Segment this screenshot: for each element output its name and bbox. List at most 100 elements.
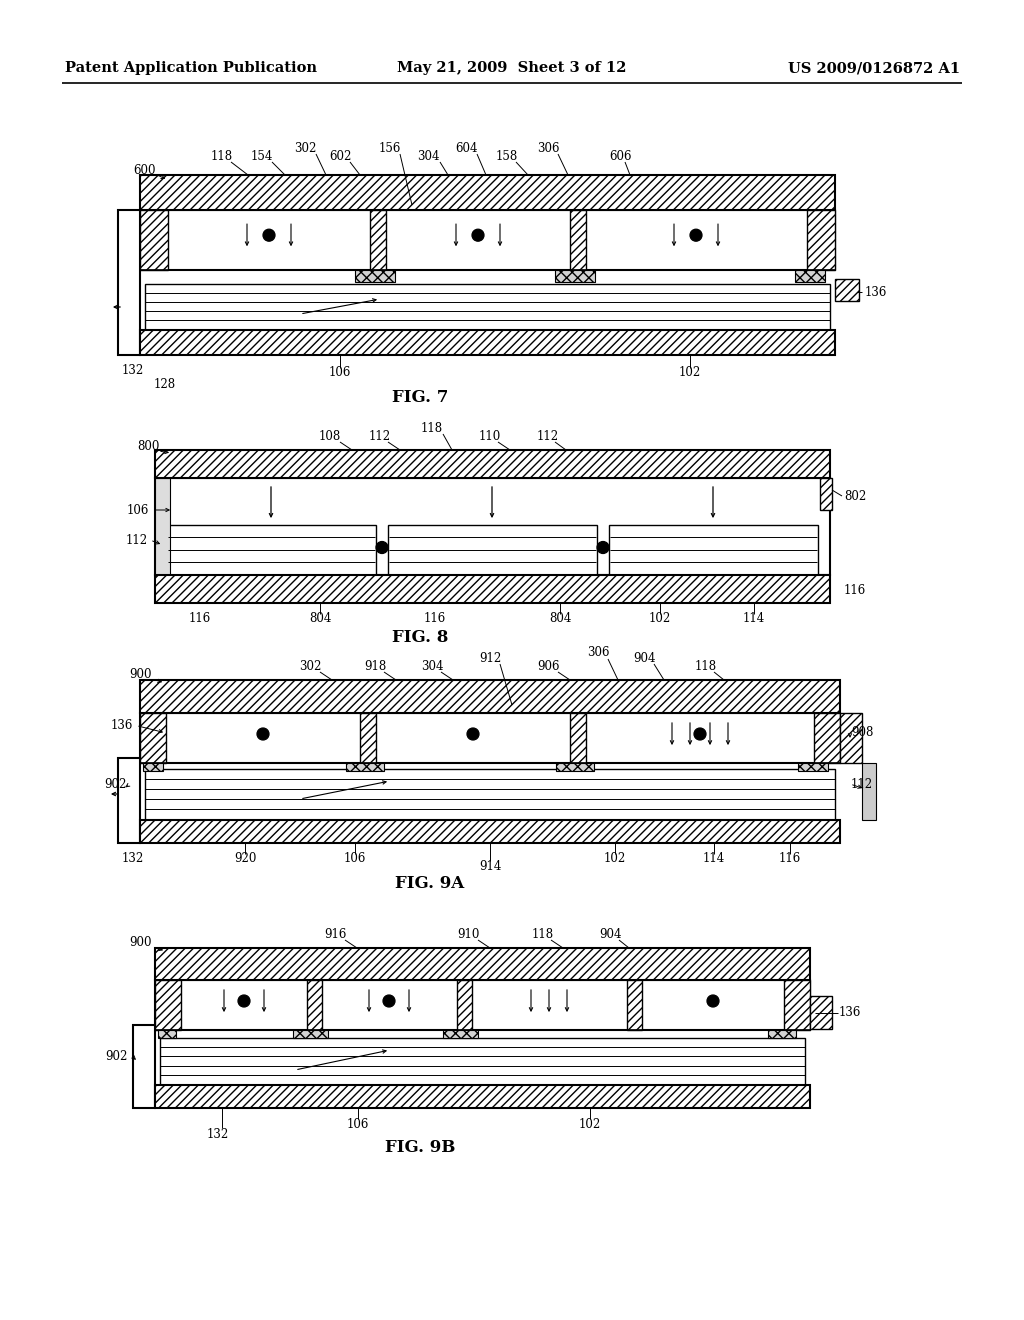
Text: 112: 112: [369, 430, 391, 444]
Text: 118: 118: [211, 150, 233, 164]
Text: 136: 136: [111, 719, 133, 733]
Bar: [158, 1030, 176, 1038]
Text: 154: 154: [251, 150, 273, 164]
Text: 302: 302: [299, 660, 322, 673]
Bar: [293, 1030, 328, 1038]
Text: 118: 118: [531, 928, 554, 941]
Bar: [556, 763, 594, 771]
Text: 804: 804: [549, 612, 571, 626]
Text: 110: 110: [479, 430, 501, 444]
Bar: [155, 948, 810, 979]
Bar: [167, 525, 376, 576]
Bar: [355, 271, 395, 282]
Bar: [862, 763, 876, 820]
Text: 136: 136: [839, 1006, 861, 1019]
Text: 910: 910: [457, 928, 479, 941]
Circle shape: [383, 995, 395, 1007]
Bar: [457, 979, 472, 1030]
Bar: [140, 680, 840, 713]
Bar: [835, 279, 859, 301]
Circle shape: [467, 729, 479, 741]
Circle shape: [263, 230, 275, 242]
Text: 904: 904: [633, 652, 655, 665]
Text: 802: 802: [844, 490, 866, 503]
Text: 156: 156: [379, 141, 401, 154]
Bar: [140, 176, 835, 210]
Bar: [140, 713, 840, 763]
Text: 116: 116: [779, 853, 801, 866]
Bar: [140, 210, 835, 271]
Bar: [388, 525, 597, 576]
Text: 306: 306: [537, 141, 559, 154]
Bar: [140, 713, 166, 763]
Bar: [795, 271, 825, 282]
Text: FIG. 9B: FIG. 9B: [385, 1139, 456, 1156]
Bar: [143, 763, 163, 771]
Bar: [820, 478, 831, 510]
Text: 118: 118: [421, 422, 443, 436]
Bar: [155, 979, 181, 1030]
Bar: [155, 478, 170, 576]
Text: 804: 804: [309, 612, 331, 626]
Text: 920: 920: [233, 853, 256, 866]
Bar: [768, 1030, 796, 1038]
Text: FIG. 7: FIG. 7: [392, 388, 449, 405]
Circle shape: [707, 995, 719, 1007]
Bar: [370, 210, 386, 271]
Text: 118: 118: [695, 660, 717, 673]
Text: 302: 302: [294, 141, 316, 154]
Text: 906: 906: [537, 660, 559, 673]
Text: 132: 132: [207, 1127, 229, 1140]
Text: 132: 132: [122, 853, 144, 866]
Bar: [140, 820, 840, 843]
Text: 136: 136: [865, 285, 887, 298]
Text: 116: 116: [424, 612, 446, 626]
Text: 112: 112: [126, 533, 148, 546]
Text: 116: 116: [188, 612, 211, 626]
Bar: [307, 979, 322, 1030]
Text: 106: 106: [344, 853, 367, 866]
Text: 102: 102: [579, 1118, 601, 1130]
Bar: [155, 979, 810, 1030]
Bar: [145, 284, 830, 330]
Text: 900: 900: [129, 936, 152, 949]
Text: 914: 914: [479, 861, 501, 874]
Bar: [346, 763, 384, 771]
Text: 114: 114: [702, 853, 725, 866]
Text: 904: 904: [599, 928, 622, 941]
Text: 306: 306: [587, 647, 609, 660]
Text: 106: 106: [127, 503, 150, 516]
Bar: [118, 210, 140, 355]
Circle shape: [257, 729, 269, 741]
Bar: [443, 1030, 478, 1038]
Bar: [840, 713, 862, 763]
Bar: [814, 713, 840, 763]
Circle shape: [472, 230, 484, 242]
Text: 918: 918: [364, 660, 386, 673]
Circle shape: [690, 230, 702, 242]
Bar: [140, 210, 168, 271]
Bar: [798, 763, 828, 771]
Text: Patent Application Publication: Patent Application Publication: [65, 61, 317, 75]
Text: 902: 902: [103, 777, 126, 791]
Text: 128: 128: [154, 379, 176, 392]
Text: FIG. 9A: FIG. 9A: [395, 874, 465, 891]
Bar: [570, 210, 586, 271]
Bar: [555, 271, 595, 282]
Circle shape: [238, 995, 250, 1007]
Bar: [133, 1026, 155, 1107]
Text: 908: 908: [851, 726, 873, 739]
Bar: [160, 1038, 805, 1085]
Text: 912: 912: [479, 652, 501, 665]
Text: 800: 800: [137, 441, 159, 454]
Text: 916: 916: [324, 928, 346, 941]
Text: 606: 606: [608, 150, 631, 164]
Text: 102: 102: [649, 612, 671, 626]
Bar: [810, 997, 831, 1030]
Text: FIG. 8: FIG. 8: [392, 628, 449, 645]
Bar: [155, 576, 830, 603]
Text: 132: 132: [122, 364, 144, 378]
Bar: [570, 713, 586, 763]
Text: 114: 114: [742, 612, 765, 626]
Text: US 2009/0126872 A1: US 2009/0126872 A1: [787, 61, 961, 75]
